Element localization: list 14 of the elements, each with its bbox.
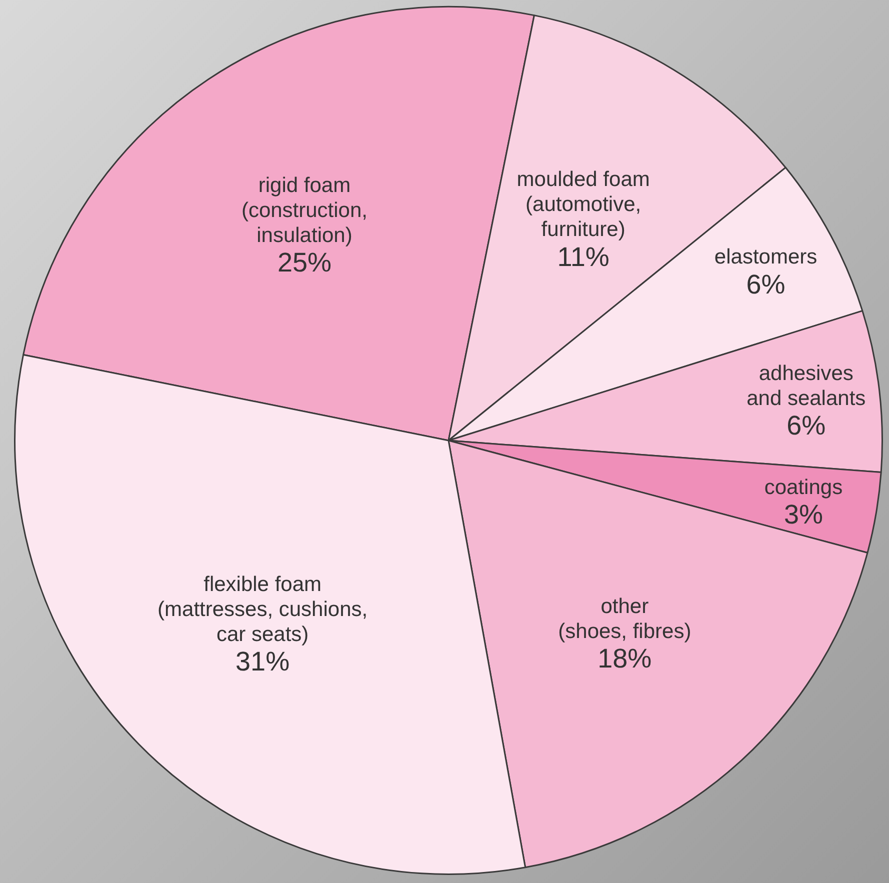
data-label: 6%: [746, 269, 786, 300]
slice-label: rigid foam (construction, insulation): [241, 174, 368, 248]
slice-label: flexible foam (mattresses, cushions, car seats): [158, 572, 368, 646]
slice-label: coatings: [764, 476, 843, 499]
slice-label: adhesives and sealants: [746, 362, 866, 410]
slice-label: elastomers: [714, 246, 818, 269]
data-label: 31%: [236, 646, 290, 677]
data-label: 11%: [557, 242, 610, 272]
slice-label: other (shoes, fibres): [558, 594, 692, 643]
data-label: 18%: [598, 644, 652, 674]
data-label: 6%: [786, 410, 826, 441]
slice-label: moulded foam (automotive, furniture): [516, 168, 650, 242]
data-label: 3%: [784, 499, 823, 530]
data-label: 25%: [277, 248, 332, 278]
